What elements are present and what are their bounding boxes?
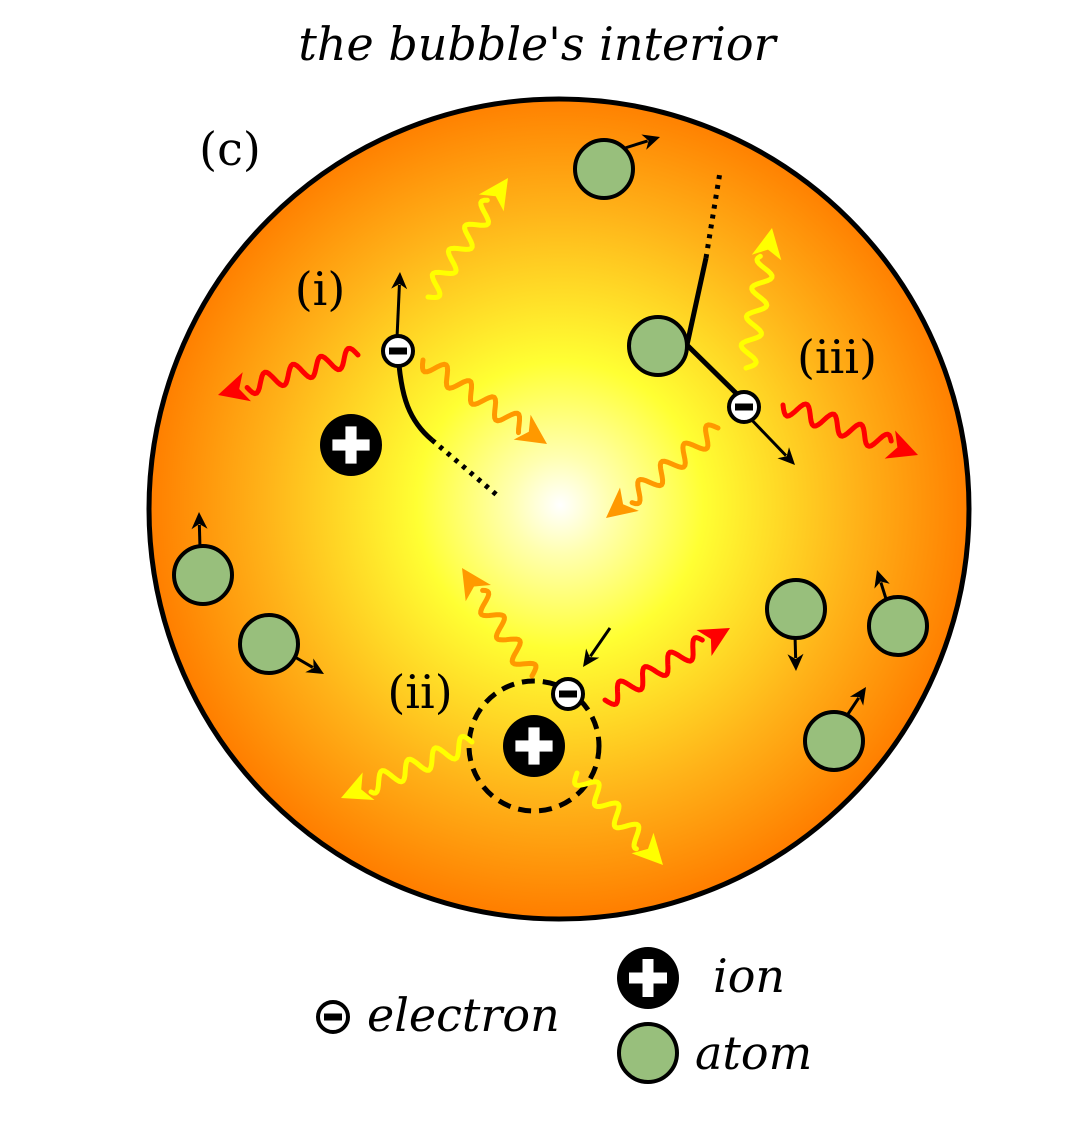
legend-ion-icon — [617, 947, 679, 1009]
atom-right-3 — [803, 710, 865, 772]
process-label-iii: (iii) — [797, 330, 877, 384]
legend-atom-icon — [617, 1022, 679, 1084]
legend-electron-label: electron — [367, 988, 560, 1042]
process-i-trajectory — [396, 364, 500, 498]
photon-red-ii — [602, 628, 730, 707]
atom-iii-target — [627, 315, 689, 377]
process-iii-trajectory — [684, 171, 745, 402]
legend-ion-label: ion — [713, 949, 785, 1003]
bubble — [146, 96, 972, 922]
legend-atom-label: atom — [695, 1026, 812, 1080]
ion-ii — [503, 715, 565, 777]
legend: electron ion atom — [316, 947, 812, 1084]
atom-left-1 — [172, 544, 234, 606]
photon-yellow-ii-right — [572, 770, 663, 865]
atom-top — [573, 138, 635, 200]
photon-orange-ii — [462, 568, 539, 679]
process-label-i: (i) — [295, 262, 346, 316]
atom-right-1 — [765, 578, 827, 640]
electron-ii — [551, 677, 585, 711]
photon-orange-i — [420, 357, 547, 444]
photon-red-iii — [780, 401, 918, 459]
photon-yellow-top — [425, 178, 508, 300]
legend-electron-icon — [316, 1000, 350, 1034]
photon-orange-iii — [606, 422, 721, 518]
velocity-arrow-atom-1 — [624, 134, 660, 150]
ion-i — [320, 414, 382, 476]
photons-layer — [218, 178, 918, 865]
atom-right-2 — [867, 595, 929, 657]
photon-red-left — [218, 345, 361, 402]
velocity-arrow-electron-iii — [745, 413, 795, 465]
process-label-ii: (ii) — [387, 665, 452, 719]
velocity-arrow-atom-6 — [846, 687, 866, 715]
panel-label: (c) — [199, 122, 261, 176]
photon-yellow-ii-left — [341, 733, 475, 800]
atom-left-2 — [238, 613, 300, 675]
photon-yellow-iii — [738, 228, 782, 371]
electron-iii — [727, 390, 761, 424]
particles-layer — [172, 138, 929, 777]
velocity-arrow-electron-i — [391, 272, 408, 339]
velocity-arrows-layer — [191, 134, 890, 715]
capture-orbit — [466, 678, 602, 814]
velocity-arrow-electron-ii — [583, 627, 612, 667]
diagram-title: the bubble's interior — [298, 17, 778, 71]
electron-i — [381, 334, 415, 368]
